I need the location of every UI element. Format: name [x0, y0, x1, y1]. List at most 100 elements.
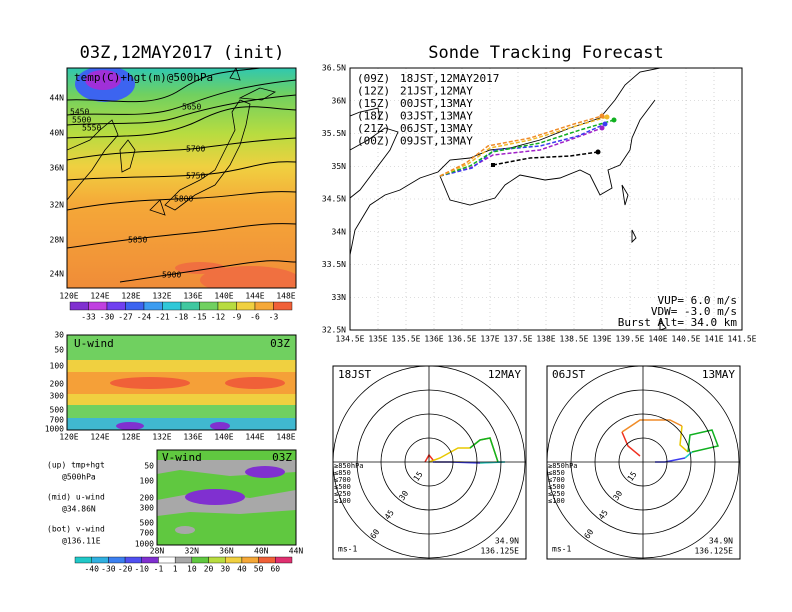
hodograph [546, 365, 741, 560]
colorbar-cell [91, 556, 109, 564]
panel-title: 03Z,12MAY2017 (init) [80, 43, 285, 63]
hodo-lat: 34.9N [709, 537, 733, 546]
note: (mid) u-wind [47, 493, 105, 502]
pressure-label: 500 [50, 406, 65, 415]
lon-label: 139.5E [616, 335, 645, 344]
param: VUP= 6.0 m/s [658, 294, 737, 307]
lat-label: 36N [332, 96, 347, 105]
colorbar-cell [273, 301, 293, 311]
lon-label: 140.5E [672, 335, 701, 344]
colorbar-cell [125, 301, 145, 311]
jet-core [225, 377, 285, 389]
hodo-unit: ms-1 [338, 545, 357, 554]
lon-label: 138.5E [560, 335, 589, 344]
lon-label: 140E [214, 292, 233, 301]
lon-label: 128E [121, 433, 140, 442]
colorbar-label: -18 [174, 313, 189, 322]
lon-label: 139E [592, 335, 611, 344]
panel-time: 03Z [270, 337, 290, 350]
track-map [350, 68, 742, 330]
colorbar-cell [208, 556, 226, 564]
contour-label: 5900 [162, 271, 181, 280]
colorbar-label: -9 [232, 313, 242, 322]
legend-run: (12Z) [357, 85, 390, 98]
pressure-label: 50 [54, 346, 64, 355]
colorbar-label: 30 [220, 565, 230, 574]
level-label: ≤700 [334, 476, 351, 484]
colorbar-label: 60 [270, 565, 280, 574]
lat-label: 35.5N [322, 129, 346, 138]
lon-label: 120E [59, 433, 78, 442]
legend-time: 21JST,12MAY [400, 85, 473, 98]
colorbar-label: -3 [269, 313, 279, 322]
legend-run: (18Z) [357, 110, 390, 123]
level-label: ≤100 [548, 497, 565, 505]
colorbar-label: -27 [118, 313, 133, 322]
lon-label: 141.5E [728, 335, 757, 344]
pressure-label: 300 [50, 392, 65, 401]
warm-patch [200, 266, 296, 288]
hodo-date: 13MAY [702, 368, 735, 381]
colorbar-label: -15 [192, 313, 207, 322]
contour-label: 5650 [182, 103, 201, 112]
colorbar-cell [258, 556, 276, 564]
legend-time: 18JST,12MAY2017 [400, 72, 499, 85]
colorbar-label: 20 [204, 565, 214, 574]
lat-label: 24N [50, 270, 65, 279]
colorbar-cell [275, 556, 293, 564]
level-label: ≥850hPa [334, 462, 364, 470]
colorbar-label: -12 [211, 313, 226, 322]
lon-label: 144E [245, 292, 264, 301]
hodo-lat: 34.9N [495, 537, 519, 546]
lat-label: 34N [332, 227, 347, 236]
lat-label: 36N [50, 164, 65, 173]
legend-time: 06JST,13MAY [400, 122, 473, 135]
colorbar-label: -6 [250, 313, 260, 322]
lon-label: 136E [183, 433, 202, 442]
colorbar-label: 1 [173, 565, 178, 574]
colorbar-cell [174, 556, 193, 564]
colorbar-label: 50 [254, 565, 264, 574]
legend-time: 03JST,13MAY [400, 110, 473, 123]
pressure-label: 500 [140, 519, 155, 528]
v-wind-panel [156, 449, 297, 546]
lat-label: 28N [50, 236, 65, 245]
pressure-label: 700 [140, 529, 155, 538]
map-frame [66, 67, 297, 289]
colorbar-cell [254, 301, 274, 311]
note: (up) tmp+hgt [47, 461, 105, 470]
lon-label: 140E [648, 335, 667, 344]
track-ends [491, 113, 617, 167]
map-label: temp(C)+hgt(m)@500hPa [74, 71, 213, 84]
lat-label: 28N [150, 547, 165, 556]
lat-label: 36N [219, 547, 234, 556]
hodo-lon: 136.125E [694, 547, 733, 556]
colorbar-cell [106, 301, 126, 311]
lon-label: 138E [536, 335, 555, 344]
lat-label: 33.5N [322, 260, 346, 269]
pressure-label: 30 [54, 331, 64, 340]
colorbar-label: -30 [101, 565, 116, 574]
param: Burst Alt= 34.0 km [618, 316, 738, 329]
easterly [210, 422, 230, 430]
lon-label: 148E [276, 292, 295, 301]
lat-label: 32N [185, 547, 200, 556]
colorbar-cell [124, 556, 142, 564]
u-field [67, 418, 296, 430]
colorbar-label: -20 [118, 565, 133, 574]
contour-label: 5550 [82, 124, 101, 133]
note: @136.11E [62, 537, 101, 546]
lon-label: 132E [152, 292, 171, 301]
panel-frame [66, 334, 297, 431]
lat-label: 40N [254, 547, 269, 556]
level-label: ≤500 [548, 483, 565, 491]
colorbar-label: -24 [137, 313, 152, 322]
legend-time: 09JST,13MAY [400, 135, 473, 148]
colorbar-label: -30 [100, 313, 115, 322]
colorbar-cell [217, 301, 237, 311]
lat-label: 36.5N [322, 64, 346, 73]
panel-title: Sonde Tracking Forecast [428, 43, 663, 63]
legend-run: (15Z) [357, 97, 390, 110]
